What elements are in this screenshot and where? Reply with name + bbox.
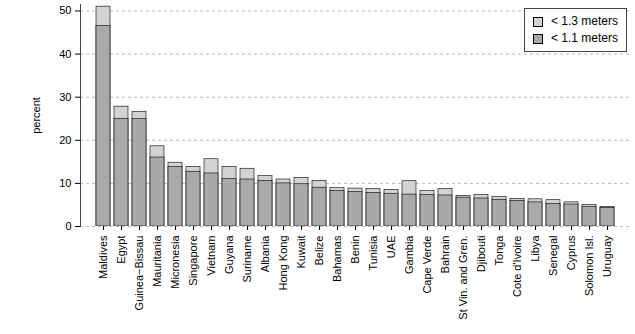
svg-text:Senegal: Senegal: [547, 236, 559, 276]
svg-text:Solomon Isl.: Solomon Isl.: [583, 236, 595, 297]
svg-text:Belize: Belize: [313, 236, 325, 266]
svg-text:Mauritania: Mauritania: [151, 235, 163, 287]
svg-text:Kuwait: Kuwait: [295, 236, 307, 269]
svg-text:30: 30: [59, 91, 71, 103]
html-text:< 1.1 meters: < 1.1 meters: [551, 31, 618, 45]
svg-text:Singapore: Singapore: [187, 236, 199, 286]
html-text:< 1.3 meters: < 1.3 meters: [551, 14, 618, 28]
svg-text:Benin: Benin: [349, 236, 361, 264]
svg-text:Tunisia: Tunisia: [367, 235, 379, 271]
svg-text:Cyprus: Cyprus: [565, 235, 577, 270]
svg-text:Guyana: Guyana: [223, 235, 235, 274]
svg-text:20: 20: [59, 134, 71, 146]
svg-text:Albania: Albania: [259, 235, 271, 273]
svg-text:Uruguay: Uruguay: [601, 235, 613, 277]
svg-text:0: 0: [65, 220, 71, 232]
svg-text:Maldives: Maldives: [97, 235, 109, 279]
svg-text:Micronesia: Micronesia: [169, 235, 181, 289]
svg-text:40: 40: [59, 48, 71, 60]
svg-text:Tonga: Tonga: [493, 235, 505, 266]
svg-text:Suriname: Suriname: [241, 236, 253, 283]
svg-text:Bahrain: Bahrain: [439, 236, 451, 274]
svg-text:UAE: UAE: [385, 236, 397, 259]
svg-text:Gambia: Gambia: [403, 235, 415, 274]
svg-text:Bahamas: Bahamas: [331, 235, 343, 282]
svg-text:Guinea−Bissau: Guinea−Bissau: [133, 236, 145, 311]
svg-text:Cote d'Ivoire: Cote d'Ivoire: [511, 236, 523, 297]
svg-text:50: 50: [59, 4, 71, 16]
svg-text:Vietnam: Vietnam: [205, 236, 217, 276]
svg-text:10: 10: [59, 177, 71, 189]
svg-text:St Vin. and Gren.: St Vin. and Gren.: [457, 236, 469, 320]
svg-text:Hong Kong: Hong Kong: [277, 236, 289, 291]
svg-text:percent: percent: [30, 97, 42, 134]
svg-text:Djibouti: Djibouti: [475, 236, 487, 273]
svg-text:Libya: Libya: [529, 235, 541, 262]
svg-text:Cape Verde: Cape Verde: [421, 236, 433, 294]
svg-text:Egypt: Egypt: [115, 236, 127, 264]
